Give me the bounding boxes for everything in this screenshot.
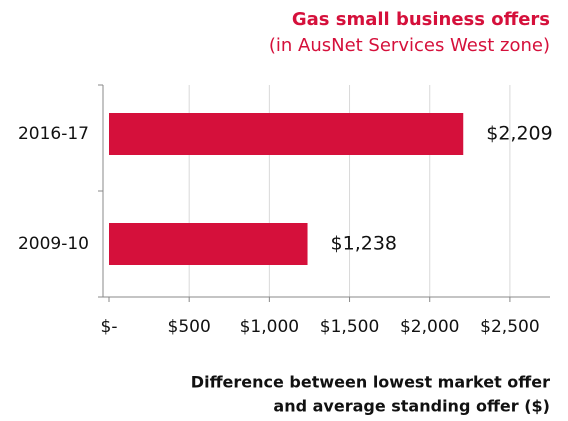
x-tick-label: $2,500 — [480, 317, 539, 337]
x-axis-title: and average standing offer ($) — [273, 397, 550, 416]
x-axis-title: Difference between lowest market offer — [191, 373, 550, 392]
data-label: $2,209 — [486, 123, 552, 145]
x-tick-label: $2,000 — [400, 317, 459, 337]
bar — [109, 223, 308, 265]
y-tick-label: 2016-17 — [18, 124, 89, 144]
bar — [109, 113, 464, 155]
x-tick-label: $500 — [168, 317, 211, 337]
data-label: $1,238 — [331, 233, 397, 255]
x-tick-label: $1,500 — [320, 317, 379, 337]
chart-title: Gas small business offers — [292, 9, 550, 30]
x-tick-label: $1,000 — [240, 317, 299, 337]
x-tick-label: $- — [101, 317, 118, 337]
chart-subtitle: (in AusNet Services West zone) — [269, 35, 550, 56]
y-tick-label: 2009-10 — [18, 234, 89, 254]
